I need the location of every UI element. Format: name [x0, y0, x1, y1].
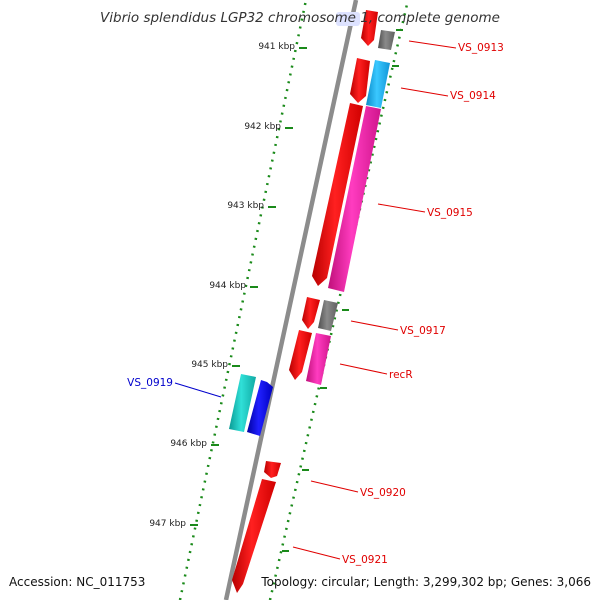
cds-arrow — [366, 60, 390, 108]
gene-label-vs-0914[interactable]: VS_0914 — [450, 90, 496, 102]
label-leaders — [174, 40, 457, 560]
cds-arrow — [378, 30, 395, 50]
gene-label-vs-0915[interactable]: VS_0915 — [427, 207, 473, 219]
cds-arrow — [264, 461, 281, 478]
forward-strand-cds — [232, 10, 378, 593]
cds-arrow — [302, 297, 320, 329]
label-bubble — [336, 12, 360, 26]
outer-dotted-track — [268, 0, 410, 600]
cds-arrow — [247, 380, 273, 436]
gene-label-vs-0920[interactable]: VS_0920 — [360, 487, 406, 499]
cds-arrow — [350, 58, 370, 103]
gene-labels: VS_0913 VS_0914 VS_0915 VS_0917 recR VS_… — [127, 42, 504, 566]
genome-backbone — [223, 0, 359, 600]
cds-arrow — [306, 333, 331, 385]
scale-tick-label: 945 kbp — [191, 360, 228, 370]
forward-strand-cds-row2 — [306, 30, 395, 385]
gene-label-vs-0921[interactable]: VS_0921 — [342, 554, 388, 566]
scale-ticks: 941 kbp 942 kbp 943 kbp 944 kbp 945 kbp … — [149, 42, 307, 529]
cds-arrow — [232, 479, 276, 593]
topology-text: Topology: circular; Length: 3,299,302 bp… — [261, 575, 591, 589]
cds-arrow — [289, 330, 312, 380]
scale-tick-label: 943 kbp — [227, 201, 264, 211]
cds-arrow — [361, 10, 378, 46]
cds-arrow — [328, 106, 381, 292]
cds-arrow — [312, 103, 363, 286]
gene-label-recr[interactable]: recR — [389, 369, 413, 381]
scale-tick-label: 947 kbp — [149, 519, 186, 529]
gene-label-vs-0917[interactable]: VS_0917 — [400, 325, 446, 337]
cds-arrow — [229, 374, 256, 432]
scale-tick-label: 942 kbp — [244, 122, 281, 132]
gene-label-vs-0913[interactable]: VS_0913 — [458, 42, 504, 54]
outer-track-ticks — [282, 29, 403, 552]
scale-tick-label: 946 kbp — [170, 439, 207, 449]
scale-tick-label: 944 kbp — [209, 281, 246, 291]
cds-arrow — [318, 300, 338, 331]
position-ruler — [178, 0, 308, 600]
gene-label-vs-0919[interactable]: VS_0919 — [127, 377, 173, 389]
reverse-strand-cds — [229, 374, 273, 436]
accession-text: Accession: NC_011753 — [9, 575, 146, 589]
scale-tick-label: 941 kbp — [258, 42, 295, 52]
map-title: Vibrio splendidus LGP32 chromosome 1, co… — [100, 10, 500, 26]
